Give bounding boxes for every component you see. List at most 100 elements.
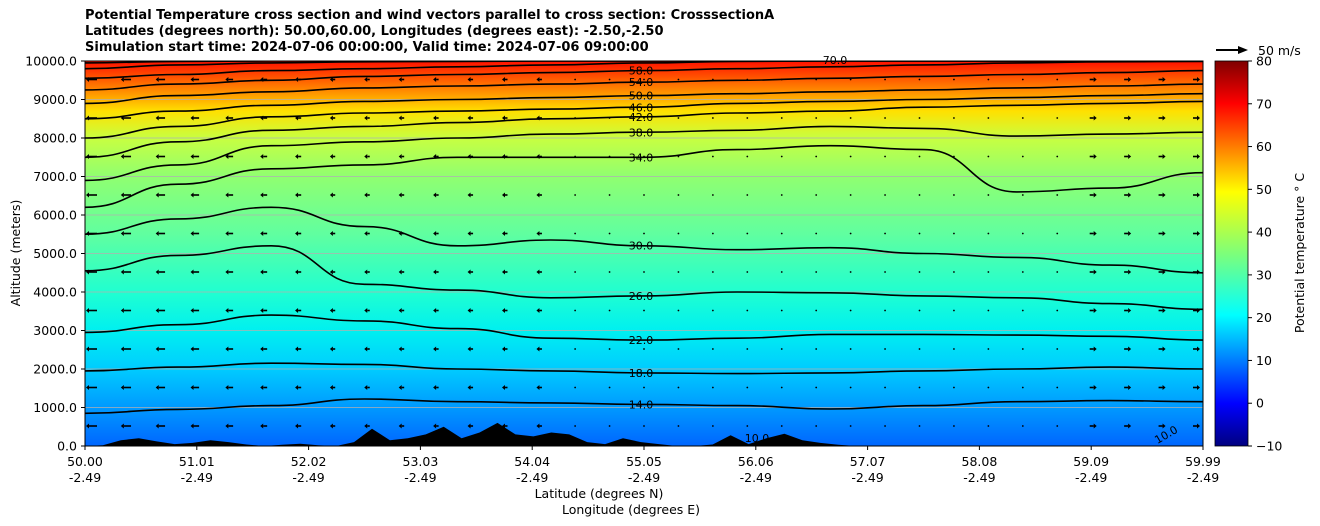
wind-vector (608, 348, 611, 350)
x-tick-label-lat: 55.05 (626, 454, 662, 469)
wind-vector-head (190, 192, 194, 198)
wind-vector (884, 309, 886, 312)
contour-label: 54.0 (629, 76, 654, 89)
wind-vector-head (433, 231, 437, 236)
wind-vector (884, 117, 886, 119)
chart-title-line-3: Simulation start time: 2024-07-06 00:00:… (85, 40, 649, 55)
contour-label: 38.0 (629, 126, 654, 139)
wind-vector-head (86, 308, 89, 313)
wind-vector (1056, 386, 1059, 389)
wind-vector-head (536, 308, 540, 313)
x-tick-label-lat: 51.01 (179, 454, 215, 469)
wind-vector (643, 309, 645, 312)
wind-vector-head (260, 192, 264, 198)
wind-vector-head (502, 231, 505, 236)
contour-line (85, 61, 1203, 70)
x-tick-label-lon: -2.49 (69, 470, 101, 485)
wind-vector-head (190, 269, 194, 275)
wind-vector (987, 348, 990, 350)
colorbar-tick-label: 40 (1256, 225, 1272, 240)
wind-vector (677, 232, 680, 235)
wind-vector-head (225, 423, 229, 429)
wind-vector-head (155, 385, 159, 390)
contour-line (85, 61, 1203, 91)
colorbar-frame (1214, 60, 1249, 447)
wind-vector (953, 232, 955, 235)
wind-vector (815, 232, 818, 235)
x-tick-label-lat: 59.09 (1073, 454, 1109, 469)
wind-vector (849, 386, 852, 389)
wind-vector-head (260, 346, 264, 352)
wind-vector (746, 155, 749, 158)
wind-vector-head (329, 308, 333, 313)
wind-vector-head (329, 192, 333, 198)
wind-vector (711, 271, 714, 273)
wind-vector (849, 309, 852, 312)
x-tick-label-lon: -2.49 (740, 470, 772, 485)
wind-vector (849, 271, 852, 273)
wind-vector-head (1093, 423, 1097, 429)
wind-vector-head (295, 385, 299, 390)
wind-vector-head (502, 346, 505, 352)
wind-vector (780, 271, 783, 273)
wind-vector-head (120, 423, 124, 429)
wind-vector-head (329, 115, 333, 121)
x-tick-label-lon: -2.49 (851, 470, 883, 485)
wind-vector-head (295, 269, 299, 275)
wind-vector (849, 348, 852, 350)
chart-title-line-2: Latitudes (degrees north): 50.00,60.00, … (85, 24, 664, 39)
wind-vector-head (467, 269, 471, 275)
wind-vector-head (398, 192, 402, 198)
wind-vector (884, 386, 886, 389)
wind-vector (746, 386, 749, 389)
wind-vector (780, 348, 783, 350)
colorbar-tick-label: 60 (1256, 139, 1272, 154)
contour-line (85, 61, 1203, 80)
wind-vector (849, 425, 852, 427)
wind-vector (1021, 78, 1024, 81)
wind-vector (711, 425, 714, 427)
wind-vector-head (398, 115, 402, 121)
wind-key-arrowhead (1238, 46, 1248, 54)
y-tick-label: 0.0 (57, 439, 77, 454)
wind-vector (711, 155, 714, 158)
wind-vector-head (329, 385, 333, 390)
contour-label: 14.0 (629, 398, 654, 411)
wind-vector-head (1162, 154, 1166, 159)
wind-vector (643, 271, 645, 273)
wind-vector (711, 309, 714, 312)
contour-line (85, 83, 1203, 120)
wind-vector (849, 78, 852, 81)
wind-vector (643, 232, 645, 235)
wind-vector-head (467, 423, 471, 429)
wind-vector (677, 271, 680, 273)
wind-vectors (86, 77, 1200, 429)
wind-vector-head (329, 77, 333, 82)
wind-vector (884, 155, 886, 158)
contour-label: 34.0 (629, 151, 654, 164)
wind-vector (643, 386, 645, 389)
wind-vector (918, 232, 921, 235)
wind-vector-head (433, 308, 437, 313)
wind-vector (884, 425, 886, 427)
y-tick-label: 8000.0 (33, 131, 77, 146)
x-tick-label-lat: 57.07 (850, 454, 886, 469)
wind-vector-head (225, 115, 229, 121)
wind-vector-head (190, 231, 194, 236)
wind-vector (1021, 194, 1024, 196)
wind-vector (815, 386, 818, 389)
colorbar-tick-label: 20 (1256, 310, 1272, 325)
wind-vector (780, 232, 783, 235)
wind-vector (987, 425, 990, 427)
wind-vector-head (364, 154, 368, 159)
contour-label: 58.0 (629, 65, 654, 78)
contour-label: 22.0 (629, 334, 654, 347)
colorbar-tick-label: 10 (1256, 353, 1272, 368)
x-axis-label-longitude: Longitude (degrees E) (562, 502, 700, 517)
wind-vector (608, 309, 611, 312)
wind-vector (1021, 271, 1024, 273)
wind-vector-head (155, 308, 159, 313)
y-axis: 0.0 1000.0 2000.0 3000.0 4000.0 5000.0 6000.0 7… (25, 54, 85, 454)
wind-vector-head (1128, 269, 1132, 275)
wind-vector (884, 194, 886, 196)
